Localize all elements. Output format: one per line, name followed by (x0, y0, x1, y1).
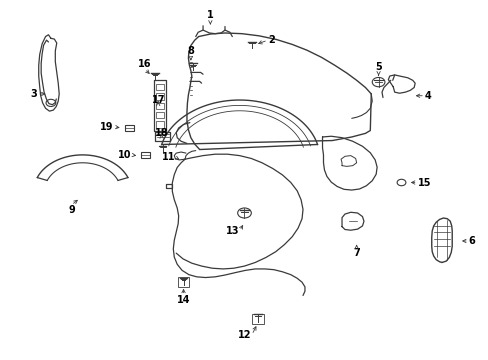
Text: 6: 6 (468, 236, 474, 246)
Text: 2: 2 (267, 35, 274, 45)
Text: 1: 1 (206, 10, 213, 21)
Bar (124, 125, 134, 131)
Bar (141, 152, 150, 158)
Text: 14: 14 (177, 296, 190, 306)
Bar (156, 103, 163, 109)
Text: 16: 16 (138, 59, 151, 69)
Text: 17: 17 (151, 95, 164, 105)
Text: 7: 7 (352, 248, 359, 258)
Text: 5: 5 (374, 62, 381, 72)
Bar (251, 314, 263, 324)
Text: 3: 3 (30, 89, 37, 99)
Text: 13: 13 (225, 226, 239, 236)
Text: 10: 10 (118, 150, 131, 160)
Bar (156, 112, 163, 118)
Text: 8: 8 (187, 46, 194, 56)
Text: 18: 18 (155, 128, 168, 138)
Bar (156, 121, 163, 128)
Bar (177, 277, 189, 287)
Bar (156, 93, 163, 100)
Text: 11: 11 (162, 152, 175, 162)
Bar (156, 84, 163, 90)
Text: 12: 12 (238, 330, 251, 340)
Text: 19: 19 (100, 122, 114, 132)
Text: 9: 9 (68, 205, 75, 215)
Text: 4: 4 (424, 91, 431, 101)
Text: 15: 15 (417, 177, 430, 188)
